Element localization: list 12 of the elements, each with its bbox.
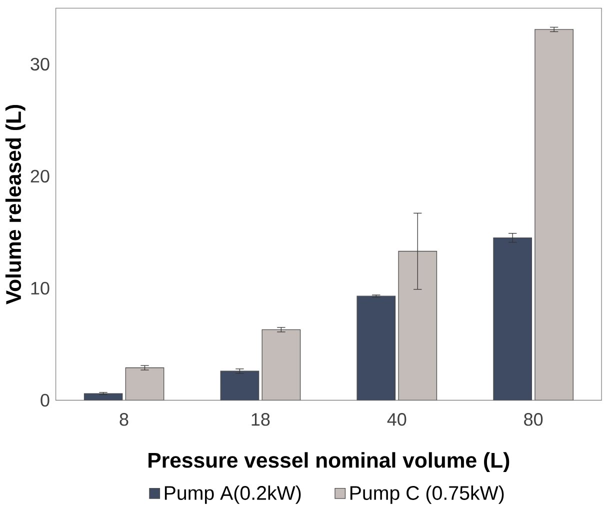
x-axis-title: Pressure vessel nominal volume (L) bbox=[148, 452, 510, 472]
y-axis-title: Volume released (L) bbox=[5, 105, 26, 304]
x-tick-label: 8 bbox=[120, 413, 128, 426]
x-tick-label: 40 bbox=[387, 413, 406, 426]
y-tick-label: 30 bbox=[30, 58, 50, 71]
legend-label: Pump A(0.2kW) bbox=[164, 486, 301, 504]
legend-label: Pump C (0.75kW) bbox=[350, 486, 504, 504]
y-tick-label: 0 bbox=[40, 394, 50, 407]
y-tick-label: 10 bbox=[31, 282, 50, 295]
x-tick-label: 80 bbox=[524, 413, 543, 426]
x-tick-label: 18 bbox=[252, 413, 270, 426]
y-tick-label: 20 bbox=[30, 170, 50, 183]
